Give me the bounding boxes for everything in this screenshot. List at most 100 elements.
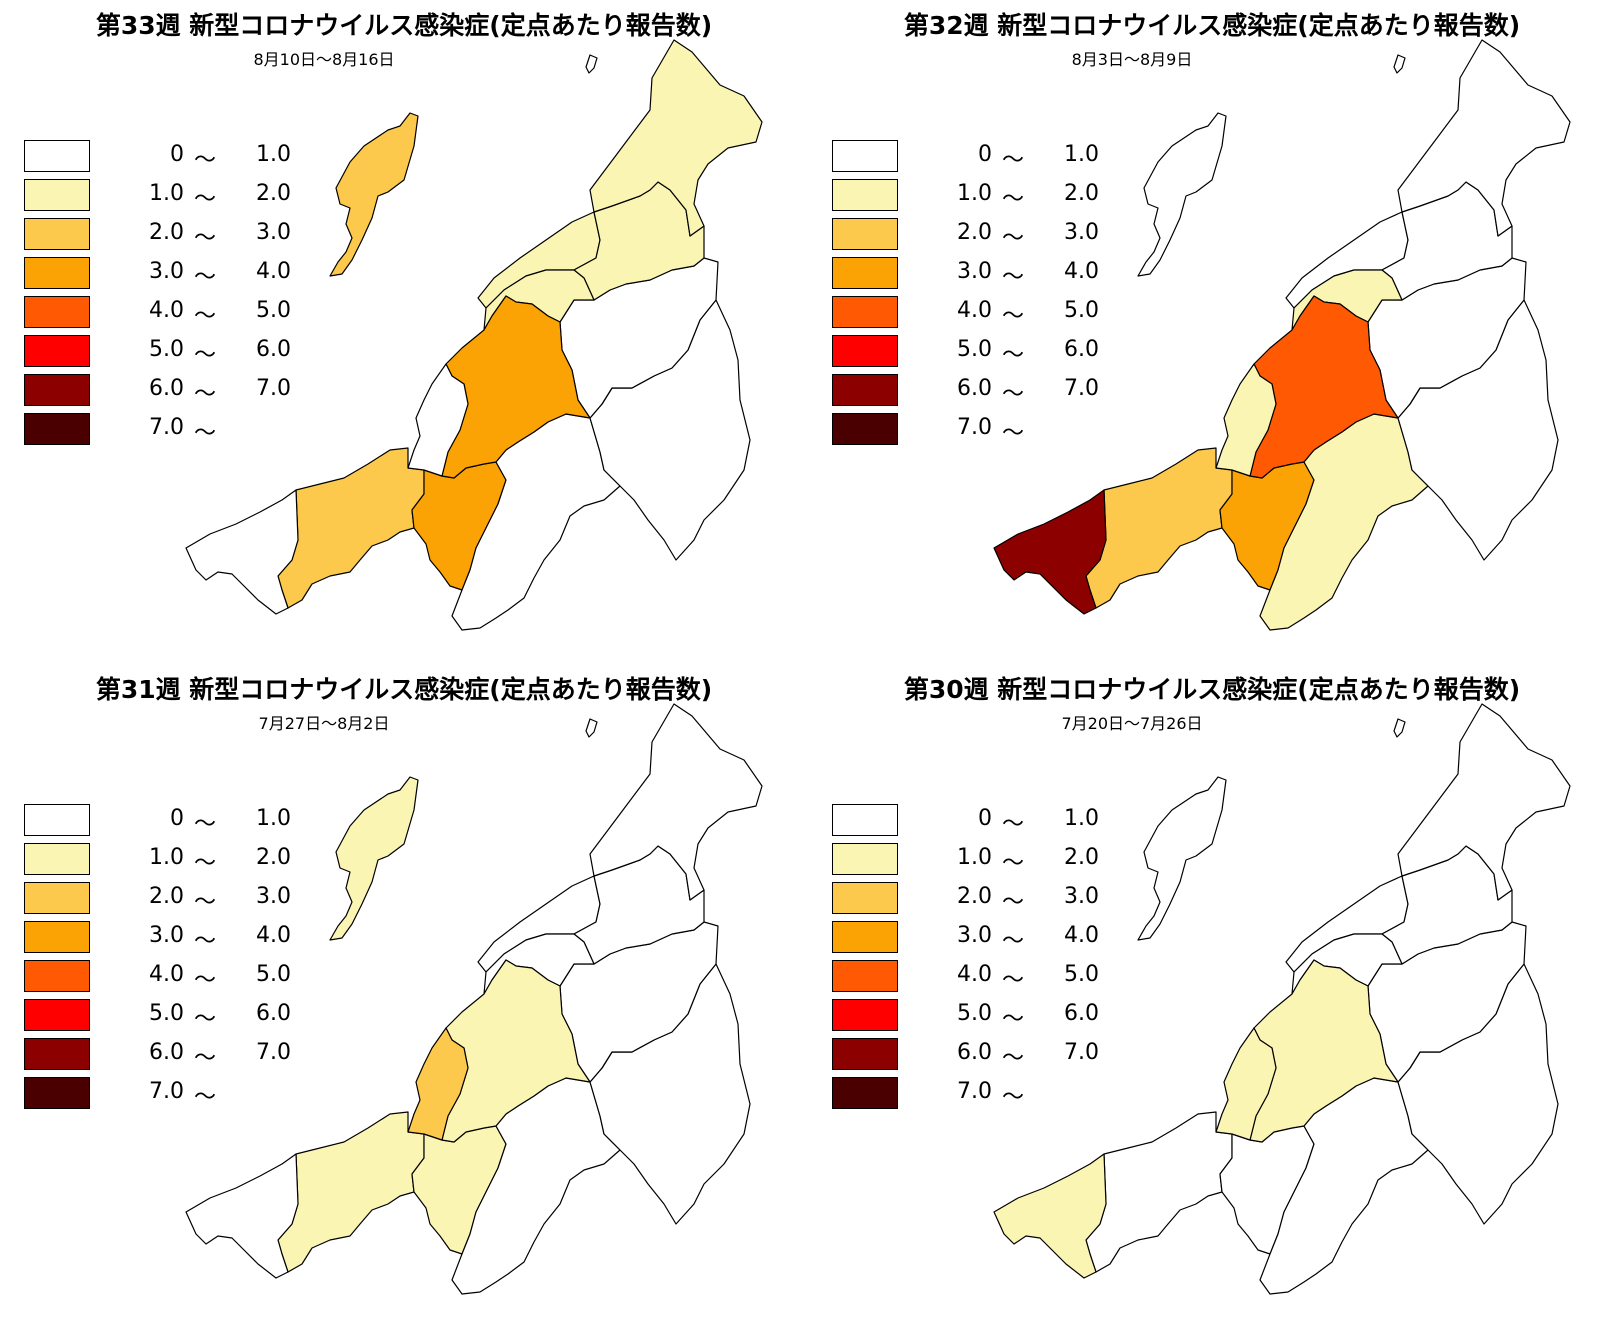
legend-low-value: 1.0 — [149, 845, 184, 870]
legend-tilde: 〜 — [1002, 304, 1025, 329]
legend-tilde: 〜 — [1002, 187, 1025, 212]
legend-low-value: 6.0 — [957, 376, 992, 401]
legend-high-value: 6.0 — [1064, 1001, 1099, 1026]
legend-swatch — [24, 804, 90, 836]
legend-low-value: 7.0 — [957, 415, 992, 440]
region-west-mid — [1085, 1111, 1233, 1273]
region-southwest — [993, 489, 1107, 615]
legend-high-value: 5.0 — [256, 962, 291, 987]
legend-high-value: 5.0 — [1064, 962, 1099, 987]
region-west-strip — [1215, 1027, 1277, 1141]
legend-swatch — [832, 335, 898, 367]
region-awashima — [1393, 718, 1406, 738]
legend-tilde: 〜 — [1002, 851, 1025, 876]
legend-low-value: 3.0 — [957, 259, 992, 284]
legend-swatch — [24, 296, 90, 328]
legend-swatch — [24, 413, 90, 445]
map-panel-week-30: 第30週 新型コロナウイルス感染症(定点あたり報告数) 7月20日〜7月26日 … — [808, 664, 1616, 1328]
legend-tilde: 〜 — [194, 1085, 217, 1110]
legend-tilde: 〜 — [194, 1007, 217, 1032]
legend-swatch — [832, 882, 898, 914]
legend-tilde: 〜 — [194, 812, 217, 837]
legend-low-value: 2.0 — [957, 220, 992, 245]
legend-low-value: 7.0 — [149, 1079, 184, 1104]
prefecture-map — [185, 39, 763, 631]
legend-low-value: 6.0 — [149, 1040, 184, 1065]
legend-swatch — [24, 921, 90, 953]
legend-tilde: 〜 — [1002, 1007, 1025, 1032]
map-date-range: 8月10日〜8月16日 — [253, 50, 395, 69]
region-west-strip — [407, 1027, 469, 1141]
map-panel-week-33: 第33週 新型コロナウイルス感染症(定点あたり報告数) 8月10日〜8月16日 … — [0, 0, 808, 664]
legend-tilde: 〜 — [1002, 343, 1025, 368]
legend-swatch — [832, 804, 898, 836]
legend-high-value: 2.0 — [256, 845, 291, 870]
map-panel-week-32: 第32週 新型コロナウイルス感染症(定点あたり報告数) 8月3日〜8月9日 0 〜… — [808, 0, 1616, 664]
legend-high-value: 5.0 — [1064, 298, 1099, 323]
legend-high-value: 4.0 — [256, 259, 291, 284]
legend-tilde: 〜 — [1002, 265, 1025, 290]
legend-low-value: 7.0 — [957, 1079, 992, 1104]
region-southwest — [185, 489, 299, 615]
region-west-mid — [277, 447, 425, 609]
legend-tilde: 〜 — [194, 1046, 217, 1071]
legend-high-value: 3.0 — [256, 220, 291, 245]
legend-swatch — [24, 1038, 90, 1070]
legend-tilde: 〜 — [194, 382, 217, 407]
legend-tilde: 〜 — [194, 929, 217, 954]
legend-high-value: 6.0 — [256, 337, 291, 362]
legend-low-value: 0 — [170, 806, 184, 831]
legend-swatch — [24, 960, 90, 992]
legend-low-value: 3.0 — [149, 923, 184, 948]
legend-tilde: 〜 — [1002, 148, 1025, 173]
region-sado — [1137, 112, 1227, 277]
legend-high-value: 1.0 — [256, 806, 291, 831]
legend-swatch — [24, 882, 90, 914]
region-north-a — [1397, 39, 1571, 237]
legend-high-value: 2.0 — [1064, 181, 1099, 206]
region-sado — [1137, 776, 1227, 941]
legend-high-value: 1.0 — [1064, 142, 1099, 167]
legend-swatch — [832, 296, 898, 328]
legend-swatch — [832, 1077, 898, 1109]
legend-swatch — [24, 140, 90, 172]
legend-low-value: 5.0 — [957, 1001, 992, 1026]
legend-high-value: 7.0 — [256, 376, 291, 401]
legend-high-value: 6.0 — [256, 1001, 291, 1026]
legend-swatch — [24, 1077, 90, 1109]
region-southwest — [993, 1153, 1107, 1279]
legend-high-value: 7.0 — [1064, 1040, 1099, 1065]
region-southwest — [185, 1153, 299, 1279]
legend-swatch — [832, 374, 898, 406]
legend-low-value: 1.0 — [149, 181, 184, 206]
legend-high-value: 3.0 — [1064, 220, 1099, 245]
legend-low-value: 4.0 — [957, 962, 992, 987]
region-north-a — [589, 39, 763, 237]
legend-high-value: 7.0 — [256, 1040, 291, 1065]
legend-high-value: 4.0 — [1064, 923, 1099, 948]
map-date-range: 8月3日〜8月9日 — [1071, 50, 1193, 69]
legend-tilde: 〜 — [194, 851, 217, 876]
legend-swatch — [832, 413, 898, 445]
legend-swatch — [24, 335, 90, 367]
legend-low-value: 2.0 — [149, 884, 184, 909]
map-title: 第30週 新型コロナウイルス感染症(定点あたり報告数) — [903, 675, 1521, 704]
legend-tilde: 〜 — [1002, 929, 1025, 954]
region-awashima — [585, 54, 598, 74]
legend-high-value: 3.0 — [1064, 884, 1099, 909]
legend-high-value: 6.0 — [1064, 337, 1099, 362]
legend-swatch — [832, 843, 898, 875]
region-north-a — [1397, 703, 1571, 901]
legend-swatch — [24, 218, 90, 250]
legend-low-value: 4.0 — [149, 298, 184, 323]
region-awashima — [1393, 54, 1406, 74]
legend-low-value: 5.0 — [149, 1001, 184, 1026]
legend-tilde: 〜 — [194, 421, 217, 446]
legend-high-value: 2.0 — [1064, 845, 1099, 870]
legend-swatch — [832, 179, 898, 211]
legend-tilde: 〜 — [1002, 1085, 1025, 1110]
legend-tilde: 〜 — [194, 265, 217, 290]
region-west-strip — [407, 363, 469, 477]
legend-tilde: 〜 — [1002, 421, 1025, 446]
legend-high-value: 7.0 — [1064, 376, 1099, 401]
